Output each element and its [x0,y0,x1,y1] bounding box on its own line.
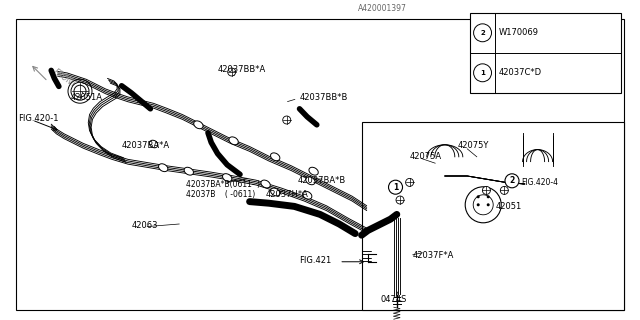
Text: 0474S: 0474S [380,295,406,304]
Text: 42037F*A: 42037F*A [413,252,454,260]
Circle shape [406,179,413,186]
Circle shape [477,203,480,206]
Ellipse shape [271,188,280,196]
Text: 42037BA*A: 42037BA*A [122,141,170,150]
Text: 2: 2 [480,30,485,36]
Circle shape [396,196,404,204]
Ellipse shape [223,174,232,181]
Ellipse shape [309,167,318,175]
Text: 2: 2 [509,176,515,185]
Circle shape [486,195,490,198]
Ellipse shape [229,137,238,145]
Text: 42051: 42051 [496,202,522,211]
Ellipse shape [159,164,168,172]
Text: 42075A: 42075A [410,152,442,161]
Circle shape [465,187,501,223]
Text: 42063: 42063 [131,221,157,230]
Circle shape [483,186,490,194]
Text: 1: 1 [393,183,398,192]
Circle shape [283,116,291,124]
Bar [470,13,621,93]
Ellipse shape [303,191,312,199]
Circle shape [477,195,480,198]
Text: 42037B    ( -0611): 42037B ( -0611) [186,190,255,199]
Text: A420001397: A420001397 [358,4,407,12]
Text: 42075Y: 42075Y [458,141,489,150]
Circle shape [505,174,519,188]
Ellipse shape [306,177,315,185]
Ellipse shape [261,180,270,188]
Text: FRONT: FRONT [52,67,79,90]
Text: 42037BB*B: 42037BB*B [300,93,348,102]
Circle shape [500,186,508,194]
Text: 42037C*D: 42037C*D [499,68,541,77]
Ellipse shape [271,153,280,161]
Circle shape [228,68,236,76]
Ellipse shape [184,167,193,175]
Bar [362,122,624,310]
Text: 42051A: 42051A [70,93,102,102]
Ellipse shape [194,121,203,129]
Circle shape [486,203,490,206]
Ellipse shape [149,140,158,148]
Text: FIG.420-4: FIG.420-4 [522,178,559,187]
Text: FIG.421: FIG.421 [299,256,331,265]
Text: FIG.420-1: FIG.420-1 [18,114,58,123]
Text: 42037H*A: 42037H*A [266,190,308,199]
Text: 42037BA*B: 42037BA*B [298,176,346,185]
Circle shape [388,180,403,194]
Text: 42037BB*A: 42037BB*A [218,65,266,74]
Text: 1: 1 [480,70,485,76]
Text: W170069: W170069 [499,28,538,37]
Text: 42037BA*B(0611- ): 42037BA*B(0611- ) [186,180,260,189]
